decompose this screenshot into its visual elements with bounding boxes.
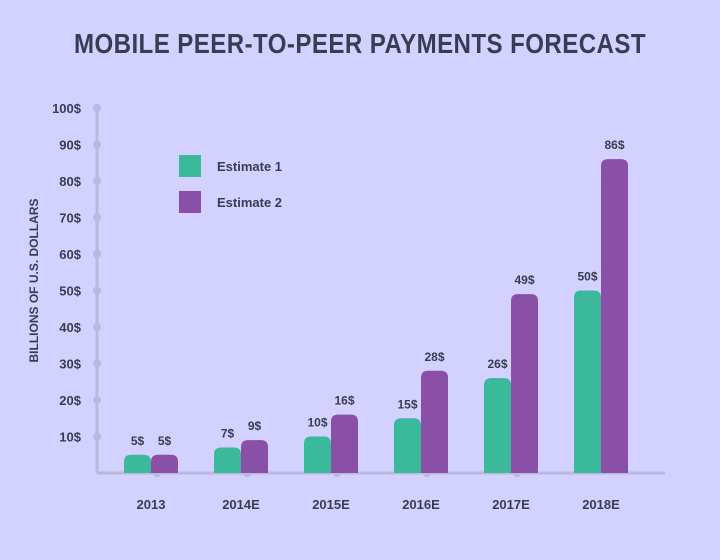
legend: Estimate 1 Estimate 2 xyxy=(179,155,282,213)
data-label: 86$ xyxy=(604,138,624,152)
y-tick-label: 20$ xyxy=(59,393,81,408)
bar-estimate-1 xyxy=(304,436,331,473)
y-tick-label: 60$ xyxy=(59,247,81,262)
data-label: 28$ xyxy=(424,350,444,364)
y-tick-dot xyxy=(93,359,101,368)
x-tick-label: 2016E xyxy=(402,497,440,512)
data-label: 10$ xyxy=(307,416,327,430)
x-tick-label: 2017E xyxy=(492,497,530,512)
bars xyxy=(124,159,628,473)
y-tick-label: 40$ xyxy=(59,320,81,335)
bar-estimate-1 xyxy=(574,290,601,473)
x-tick-label: 2015E xyxy=(312,497,350,512)
bar-estimate-2 xyxy=(151,454,178,473)
y-tick-dot xyxy=(93,250,101,258)
y-tick-label: 100$ xyxy=(52,101,82,116)
y-tick-dot xyxy=(93,177,101,185)
bar-estimate-1 xyxy=(124,454,151,473)
x-tick-label: 2014E xyxy=(222,497,260,512)
y-tick-dot xyxy=(93,213,101,222)
y-tick-label: 80$ xyxy=(59,174,81,189)
y-tick-label: 50$ xyxy=(59,284,81,299)
labels: 2013 5$ 5$ 2014E 7$ 9$ 2015E 10$ 16$ 2016E 15$ 28$ 2… xyxy=(131,138,625,512)
chart-title: MOBILE PEER-TO-PEER PAYMENTS FORECAST xyxy=(73,28,647,59)
legend-label: Estimate 1 xyxy=(217,159,282,174)
y-tick-dot xyxy=(93,432,101,441)
bar-estimate-2 xyxy=(601,159,628,473)
data-label: 15$ xyxy=(397,397,417,411)
x-tick-label: 2018E xyxy=(582,497,620,512)
x-tick-label: 2013 xyxy=(137,497,166,512)
data-label: 50$ xyxy=(577,270,597,284)
legend-swatch xyxy=(179,191,201,213)
y-tick-label: 10$ xyxy=(59,430,81,445)
data-label: 5$ xyxy=(158,434,172,448)
y-tick-label: 70$ xyxy=(59,211,81,226)
y-axis-title: BILLIONS OF U.S. DOLLARS xyxy=(27,199,41,363)
bar-estimate-1 xyxy=(484,378,511,473)
y-tick-label: 90$ xyxy=(59,138,81,153)
legend-label: Estimate 2 xyxy=(217,195,282,210)
axes: 10$ 20$ 30$ 40$ 50$ 60$ 70$ 80$ 90$ 100$ BILLIONS … xyxy=(27,101,665,477)
data-label: 49$ xyxy=(514,273,534,287)
data-label: 16$ xyxy=(334,394,354,408)
y-tick-dot xyxy=(93,323,101,331)
bar-estimate-1 xyxy=(394,418,421,473)
data-label: 9$ xyxy=(248,419,262,433)
data-label: 26$ xyxy=(487,357,507,371)
bar-estimate-2 xyxy=(241,440,268,473)
y-tick-label: 30$ xyxy=(59,357,81,372)
legend-swatch xyxy=(179,155,201,177)
bar-estimate-1 xyxy=(214,447,241,473)
bar-estimate-2 xyxy=(421,370,448,473)
y-tick-dot xyxy=(93,140,101,149)
data-label: 5$ xyxy=(131,434,145,448)
bar-estimate-2 xyxy=(511,294,538,473)
bar-estimate-2 xyxy=(331,414,358,473)
y-tick-dot xyxy=(93,396,101,404)
data-label: 7$ xyxy=(221,426,235,440)
y-tick-dot xyxy=(93,286,101,295)
y-axis-top-dot xyxy=(93,104,101,112)
